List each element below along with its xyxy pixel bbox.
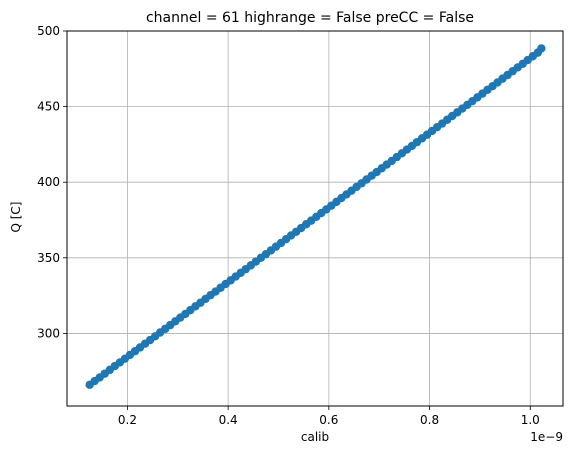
x-axis-label: calib	[301, 430, 329, 444]
y-axis-label: Q [C]	[9, 201, 23, 232]
plot-frame	[66, 30, 564, 407]
x-tick-label: 0.4	[219, 413, 238, 427]
chart-title: channel = 61 highrange = False preCC = F…	[146, 10, 474, 26]
data-points	[85, 44, 546, 390]
y-tick-label: 450	[37, 100, 60, 114]
x-tick-label: 0.6	[319, 413, 338, 427]
x-tick-label: 0.2	[118, 413, 137, 427]
axis-ticks: 0.2 0.4 0.6 0.8 1.0 300 350 400 450 500	[37, 24, 540, 427]
y-tick-label: 500	[37, 24, 60, 38]
data-point	[537, 44, 546, 53]
x-tick-label: 1.0	[521, 413, 540, 427]
y-tick-label: 350	[37, 251, 60, 265]
x-offset-label: 1e−9	[530, 430, 563, 444]
y-tick-label: 400	[37, 175, 60, 189]
y-tick-label: 300	[37, 326, 60, 340]
x-tick-label: 0.8	[420, 413, 439, 427]
